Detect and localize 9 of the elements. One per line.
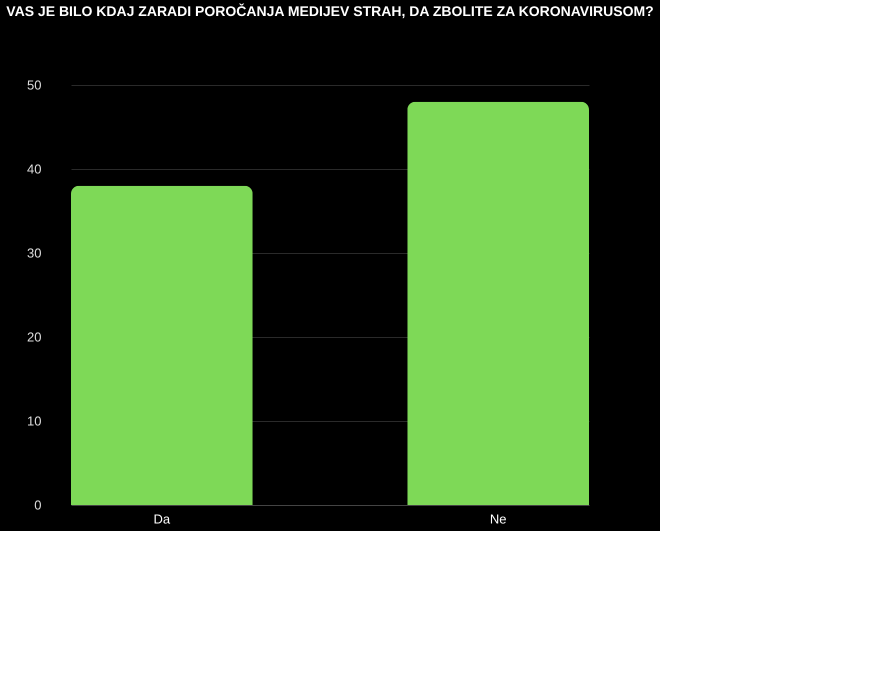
y-tick-label: 30 bbox=[27, 246, 42, 260]
y-tick-label: 20 bbox=[27, 330, 42, 344]
x-tick-label: Ne bbox=[490, 512, 506, 526]
y-tick-label: 40 bbox=[27, 162, 42, 176]
x-tick-label: Da bbox=[154, 512, 171, 526]
chart-title: VAS JE BILO KDAJ ZARADI POROČANJA MEDIJEV STRAH, DA ZBOLITE ZA KORONAVIRUSOM? bbox=[6, 3, 654, 19]
y-tick-label: 0 bbox=[34, 498, 42, 512]
y-tick-label: 10 bbox=[27, 414, 42, 428]
y-tick-label: 50 bbox=[27, 78, 42, 92]
